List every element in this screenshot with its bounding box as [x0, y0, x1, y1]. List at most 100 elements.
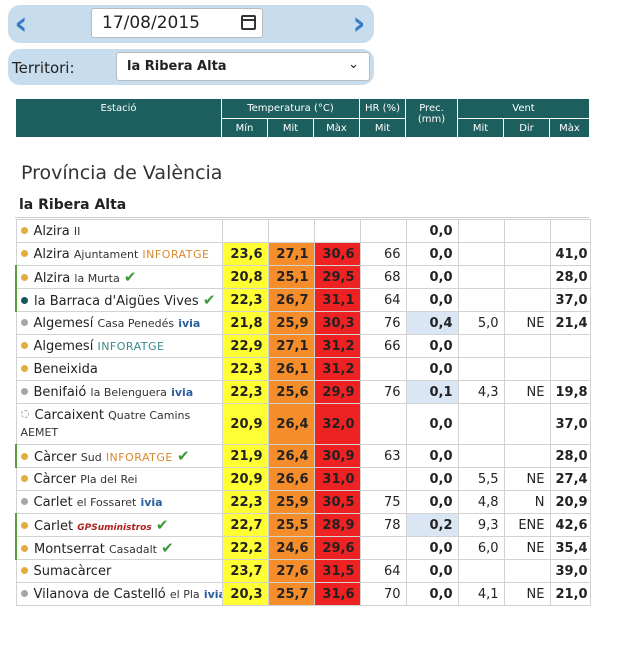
- station-name-cell[interactable]: Alzira la Murta ✔: [15, 265, 223, 289]
- wind-mean-cell: 4,1: [457, 582, 505, 606]
- max-temp-cell: 31,0: [313, 467, 361, 491]
- station-network-tag: INFORATGE: [105, 451, 173, 464]
- station-name-cell[interactable]: Benifaió la Belenguera ivia: [15, 380, 223, 404]
- station-name[interactable]: Algemesí: [33, 338, 94, 354]
- max-temp-cell: 30,5: [313, 490, 361, 514]
- station-name[interactable]: Sumacàrcer: [33, 563, 112, 579]
- min-temp-cell: 22,3: [221, 288, 269, 312]
- wind-dir-cell: [503, 219, 551, 243]
- wind-dir-cell: [503, 334, 551, 358]
- stations-table: Alzira II 0,0 Alzira Ajuntament INFORATGE 2…: [15, 219, 591, 606]
- wind-max-cell: 28,0: [549, 444, 591, 468]
- wind-max-cell: 21,0: [549, 582, 591, 606]
- humidity-cell: 75: [359, 490, 407, 514]
- station-name-cell[interactable]: Carcaixent Quatre Camins AEMET: [15, 403, 223, 445]
- mean-temp-cell: [267, 219, 315, 243]
- table-row: Carlet GPSuministros ✔ 22,7 25,5 28,9 78 0,2 9…: [15, 513, 591, 537]
- table-row: Alzira II 0,0: [15, 219, 591, 243]
- station-name[interactable]: Montserrat: [34, 542, 105, 557]
- station-name[interactable]: Alzira: [34, 271, 71, 286]
- station-name[interactable]: Benifaió: [33, 384, 87, 400]
- header-hr-mit: Mit: [359, 118, 406, 138]
- header-vent: Vent: [457, 98, 590, 119]
- calendar-icon[interactable]: [241, 15, 256, 30]
- mean-temp-cell: 25,5: [267, 513, 315, 537]
- max-temp-cell: 28,9: [313, 513, 361, 537]
- wind-dir-cell: NE: [503, 311, 551, 335]
- wind-max-cell: 19,8: [549, 380, 591, 404]
- chevron-left-icon[interactable]: ‹: [14, 4, 28, 42]
- mean-temp-cell: 26,4: [267, 403, 315, 445]
- check-icon: ✔: [155, 516, 169, 534]
- station-name[interactable]: Carlet: [33, 494, 73, 510]
- wind-mean-cell: 6,0: [457, 536, 505, 560]
- date-input[interactable]: 17/08/2015: [91, 8, 263, 38]
- station-name-cell[interactable]: Alzira Ajuntament INFORATGE: [15, 242, 223, 266]
- header-vent-dir: Dir: [503, 118, 550, 138]
- station-name-cell[interactable]: Carlet GPSuministros ✔: [15, 513, 223, 537]
- min-temp-cell: 22,3: [221, 357, 269, 381]
- station-name-cell[interactable]: Alzira II: [15, 219, 223, 243]
- station-name-cell[interactable]: Sumacàrcer: [15, 559, 223, 583]
- station-status-dot: [21, 453, 28, 460]
- station-name-cell[interactable]: Beneixida: [15, 357, 223, 381]
- wind-mean-cell: [457, 334, 505, 358]
- precipitation-cell: 0,0: [405, 559, 459, 583]
- station-subname: el Pla: [169, 587, 200, 601]
- station-name[interactable]: Càrcer: [34, 450, 77, 465]
- station-name-cell[interactable]: Càrcer Pla del Rei: [15, 467, 223, 491]
- station-name[interactable]: Algemesí: [33, 315, 94, 331]
- station-name-cell[interactable]: la Barraca d'Aigües Vives ✔: [15, 288, 223, 312]
- wind-dir-cell: NE: [503, 467, 551, 491]
- wind-dir-cell: [503, 444, 551, 468]
- station-status-dot: [20, 497, 28, 505]
- station-name[interactable]: Vilanova de Castelló: [33, 586, 166, 602]
- max-temp-cell: 29,5: [313, 265, 361, 289]
- station-network-tag: ivia: [178, 316, 201, 330]
- station-name[interactable]: la Barraca d'Aigües Vives: [34, 294, 199, 309]
- station-name-cell[interactable]: Carlet el Fossaret ivia: [15, 490, 223, 514]
- wind-max-cell: 20,9: [549, 490, 591, 514]
- station-subname: la Murta: [74, 272, 120, 285]
- wind-dir-cell: [503, 265, 551, 289]
- min-temp-cell: 22,9: [221, 334, 269, 358]
- station-status-dot: [20, 566, 28, 574]
- station-status-dot: [20, 589, 28, 597]
- humidity-cell: 63: [359, 444, 407, 468]
- mean-temp-cell: 25,1: [267, 265, 315, 289]
- station-name[interactable]: Alzira: [33, 246, 70, 262]
- min-temp-cell: 22,3: [221, 490, 269, 514]
- station-name[interactable]: Alzira: [33, 223, 70, 239]
- station-name-cell[interactable]: Algemesí Casa Penedés ivia: [15, 311, 223, 335]
- header-estacio: Estació: [15, 98, 222, 138]
- station-name-cell[interactable]: Càrcer Sud INFORATGE ✔: [15, 444, 223, 468]
- station-network-tag: ivia: [171, 385, 194, 399]
- wind-max-cell: 27,4: [549, 467, 591, 491]
- header-max: Màx: [313, 118, 360, 138]
- max-temp-cell: 31,2: [313, 334, 361, 358]
- station-name[interactable]: Carlet: [34, 519, 74, 534]
- precipitation-cell: 0,0: [405, 490, 459, 514]
- mean-temp-cell: 25,9: [267, 311, 315, 335]
- wind-dir-cell: [503, 559, 551, 583]
- territory-select[interactable]: la Ribera Alta ⌄: [116, 52, 370, 81]
- chevron-right-icon[interactable]: ›: [352, 4, 366, 42]
- check-icon: ✔: [202, 291, 216, 309]
- table-row: Montserrat Casadalt ✔ 22,2 24,6 29,6 0,0 6,0 N…: [15, 536, 591, 560]
- station-name[interactable]: Carcaixent: [34, 408, 104, 423]
- humidity-cell: 66: [359, 334, 407, 358]
- station-name-cell[interactable]: Vilanova de Castelló el Pla ivia: [15, 582, 223, 606]
- station-status-dot: [20, 318, 28, 326]
- wind-max-cell: [549, 357, 591, 381]
- station-subname: Sud: [80, 451, 102, 464]
- station-name[interactable]: Càrcer: [33, 471, 77, 487]
- station-name[interactable]: Beneixida: [33, 361, 98, 377]
- station-subname: Casadalt: [108, 543, 157, 556]
- station-name-cell[interactable]: Montserrat Casadalt ✔: [15, 536, 223, 560]
- humidity-cell: 64: [359, 559, 407, 583]
- precipitation-cell: 0,0: [405, 357, 459, 381]
- max-temp-cell: 30,9: [313, 444, 361, 468]
- humidity-cell: 68: [359, 265, 407, 289]
- station-name-cell[interactable]: Algemesí INFORATGE: [15, 334, 223, 358]
- humidity-cell: 78: [359, 513, 407, 537]
